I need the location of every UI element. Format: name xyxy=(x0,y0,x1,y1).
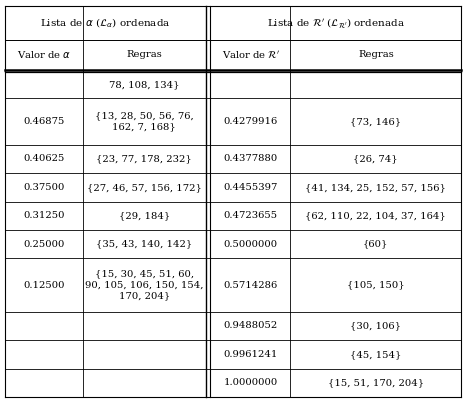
Text: 0.40625: 0.40625 xyxy=(23,154,65,163)
Text: {15, 30, 45, 51, 60,
90, 105, 106, 150, 154,
170, 204}: {15, 30, 45, 51, 60, 90, 105, 106, 150, … xyxy=(85,269,204,301)
Text: {26, 74}: {26, 74} xyxy=(354,154,398,163)
Text: 0.25000: 0.25000 xyxy=(23,240,65,249)
Text: {62, 110, 22, 104, 37, 164}: {62, 110, 22, 104, 37, 164} xyxy=(305,211,446,220)
Text: {27, 46, 57, 156, 172}: {27, 46, 57, 156, 172} xyxy=(87,183,202,192)
Text: Lista de $\mathcal{R}'$ ($\mathcal{L}_{\mathcal{R}'}$) ordenada: Lista de $\mathcal{R}'$ ($\mathcal{L}_{\… xyxy=(267,16,405,30)
Text: 0.12500: 0.12500 xyxy=(23,281,65,290)
Text: Valor de $\mathcal{R}'$: Valor de $\mathcal{R}'$ xyxy=(222,49,280,61)
Text: {41, 134, 25, 152, 57, 156}: {41, 134, 25, 152, 57, 156} xyxy=(305,183,446,192)
Text: {105, 150}: {105, 150} xyxy=(347,281,404,290)
Text: Lista de $\alpha$ ($\mathcal{L}_\alpha$) ordenada: Lista de $\alpha$ ($\mathcal{L}_\alpha$)… xyxy=(40,16,170,30)
Text: {30, 106}: {30, 106} xyxy=(350,321,401,330)
Text: 0.9961241: 0.9961241 xyxy=(224,350,278,359)
Text: {45, 154}: {45, 154} xyxy=(350,350,402,359)
Text: 0.9488052: 0.9488052 xyxy=(224,321,278,330)
Text: 0.37500: 0.37500 xyxy=(23,183,65,192)
Text: 0.5000000: 0.5000000 xyxy=(224,240,278,249)
Text: Regras: Regras xyxy=(358,51,394,59)
Text: 0.31250: 0.31250 xyxy=(23,211,65,220)
Text: {23, 77, 178, 232}: {23, 77, 178, 232} xyxy=(96,154,192,163)
Text: 78, 108, 134}: 78, 108, 134} xyxy=(109,81,179,90)
Text: 0.4279916: 0.4279916 xyxy=(224,117,278,126)
Text: {15, 51, 170, 204}: {15, 51, 170, 204} xyxy=(328,378,424,387)
Text: 0.4723655: 0.4723655 xyxy=(224,211,278,220)
Text: 1.0000000: 1.0000000 xyxy=(224,378,278,387)
Text: 0.5714286: 0.5714286 xyxy=(224,281,278,290)
Text: {29, 184}: {29, 184} xyxy=(118,211,170,220)
Text: {73, 146}: {73, 146} xyxy=(350,117,401,126)
Text: Valor de $\alpha$: Valor de $\alpha$ xyxy=(17,49,71,61)
Text: {35, 43, 140, 142}: {35, 43, 140, 142} xyxy=(96,240,192,249)
Text: {60}: {60} xyxy=(363,240,389,249)
Text: 0.46875: 0.46875 xyxy=(23,117,65,126)
Text: {13, 28, 50, 56, 76,
162, 7, 168}: {13, 28, 50, 56, 76, 162, 7, 168} xyxy=(95,111,193,132)
Text: 0.4455397: 0.4455397 xyxy=(224,183,278,192)
Text: 0.4377880: 0.4377880 xyxy=(224,154,278,163)
Text: Regras: Regras xyxy=(126,51,162,59)
